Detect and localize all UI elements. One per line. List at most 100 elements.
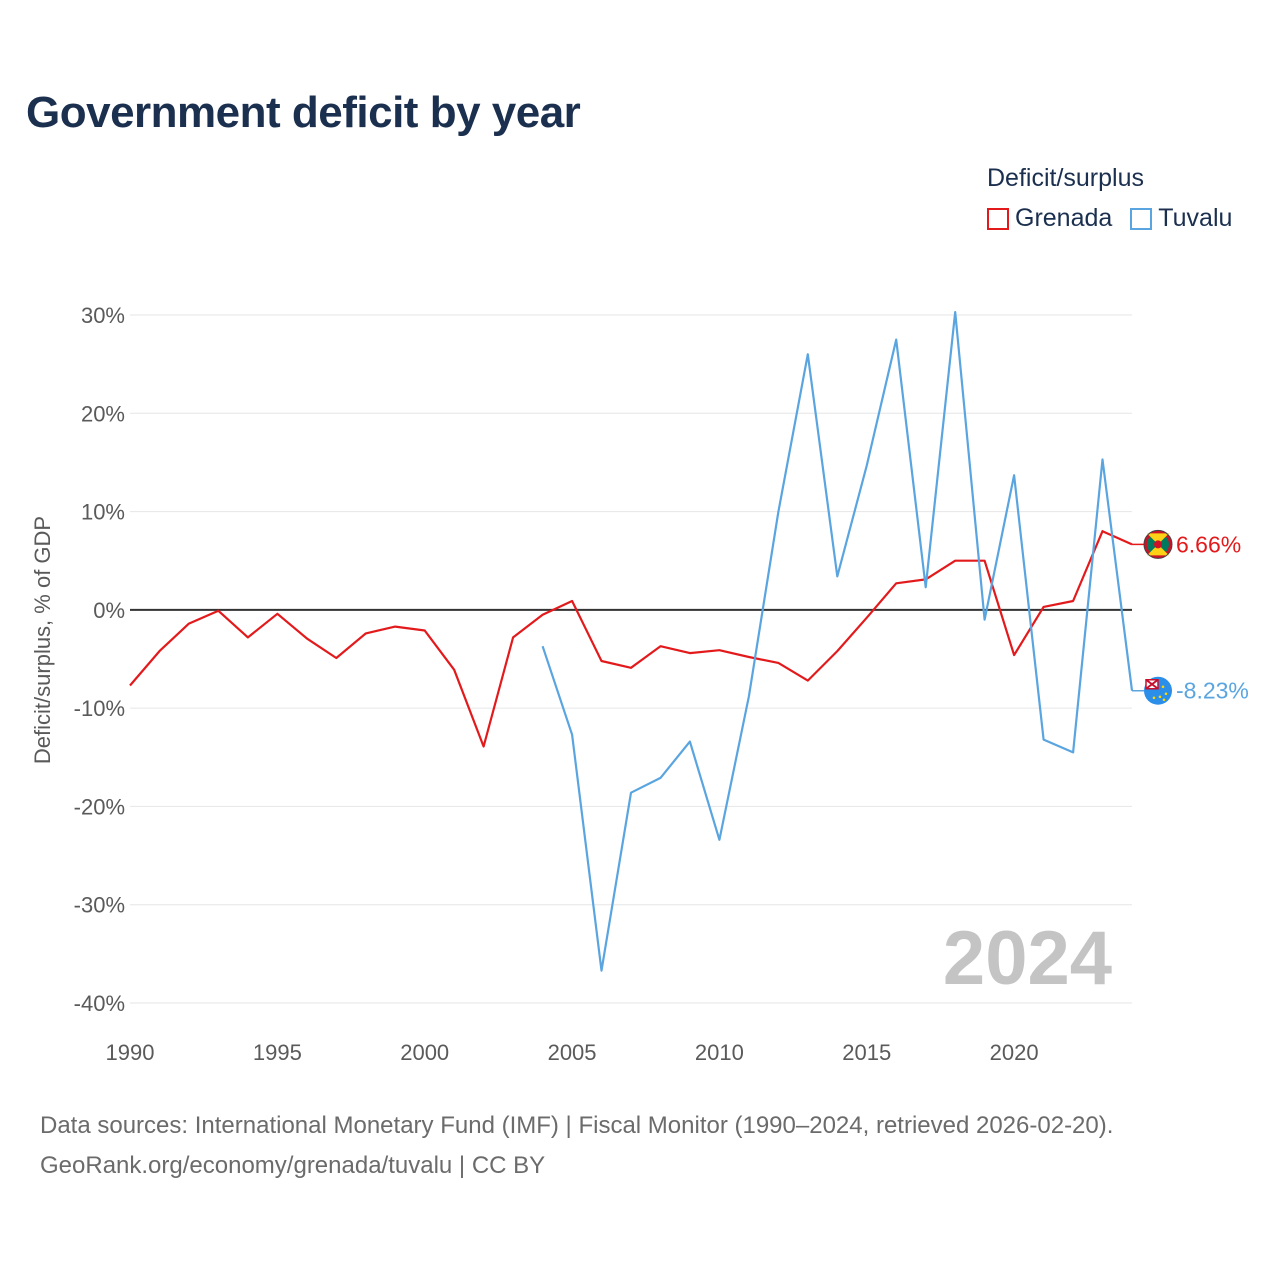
y-tick-label: -10% — [74, 696, 125, 721]
data-point-grenada — [128, 683, 133, 688]
x-axis: 1990 1995 2000 2005 2010 2015 2020 — [106, 1040, 1039, 1065]
data-point-grenada — [275, 611, 280, 616]
y-tick-label: 30% — [81, 303, 125, 328]
legend-swatch-tuvalu — [1130, 207, 1153, 230]
x-tick-label: 2005 — [548, 1040, 597, 1065]
year-watermark: 2024 — [943, 916, 1112, 1001]
data-point-grenada — [835, 649, 840, 654]
data-point-tuvalu — [599, 968, 604, 973]
data-point-tuvalu — [1071, 750, 1076, 755]
data-point-grenada — [629, 665, 634, 670]
data-point-grenada — [658, 644, 663, 649]
flag-star — [1152, 696, 1156, 700]
data-point-grenada — [982, 558, 987, 563]
x-tick-label: 1990 — [106, 1040, 155, 1065]
data-point-grenada — [245, 635, 250, 640]
data-point-tuvalu — [982, 617, 987, 622]
y-tick-label: -30% — [74, 893, 125, 918]
y-tick-label: 20% — [81, 401, 125, 426]
series-line-grenada — [129, 530, 1133, 748]
data-point-grenada — [1100, 529, 1105, 534]
x-tick-label: 2015 — [842, 1040, 891, 1065]
x-tick-label: 2000 — [400, 1040, 449, 1065]
legend: Grenada Tuvalu — [987, 204, 1244, 233]
data-point-tuvalu — [658, 775, 663, 780]
data-point-grenada — [157, 649, 162, 654]
data-point-grenada — [393, 624, 398, 629]
data-point-tuvalu — [1012, 473, 1017, 478]
legend-item-grenada[interactable]: Grenada — [987, 204, 1112, 233]
legend-swatch-grenada — [987, 207, 1009, 230]
data-point-grenada — [894, 581, 899, 586]
data-point-tuvalu — [805, 352, 810, 357]
data-point-tuvalu — [1041, 737, 1046, 742]
data-point-tuvalu — [864, 463, 869, 468]
data-point-grenada — [540, 612, 545, 617]
data-point-tuvalu — [540, 644, 545, 649]
data-point-grenada — [452, 667, 457, 672]
flag-center — [1154, 540, 1162, 549]
data-point-grenada — [481, 744, 486, 749]
x-tick-label: 2010 — [695, 1040, 744, 1065]
y-tick-label: 10% — [81, 500, 125, 525]
flag-star — [1161, 685, 1165, 689]
grid-lines — [130, 314, 1132, 1004]
footer-credit[interactable]: GeoRank.org/economy/grenada/tuvalu | CC … — [40, 1152, 546, 1179]
footer: Data sources: International Monetary Fun… — [40, 1106, 1113, 1186]
flag-outline — [1143, 529, 1173, 559]
y-tick-label: -40% — [74, 991, 125, 1016]
data-point-grenada — [570, 599, 575, 604]
tuvalu-flag-icon — [1144, 676, 1172, 705]
data-point-grenada — [953, 558, 958, 563]
flag-cross-b — [1145, 678, 1159, 690]
x-tick-label: 2020 — [990, 1040, 1039, 1065]
data-point-tuvalu — [953, 310, 958, 315]
end-label-grenada: 6.66% — [1176, 531, 1241, 557]
flag-star — [1162, 698, 1166, 702]
flag-canton-border — [1145, 678, 1159, 690]
data-point-grenada — [805, 678, 810, 683]
data-point-grenada — [1012, 653, 1017, 658]
data-point-grenada — [746, 655, 751, 660]
data-point-grenada — [186, 621, 191, 626]
x-tick-label: 1995 — [253, 1040, 302, 1065]
data-point-grenada — [422, 628, 427, 633]
end-markers: 6.66% -8.23% — [1132, 529, 1249, 705]
series-group — [128, 310, 1134, 973]
data-point-tuvalu — [894, 337, 899, 342]
data-point-grenada — [776, 660, 781, 665]
data-point-grenada — [363, 631, 368, 636]
data-point-tuvalu — [1100, 457, 1105, 462]
data-point-tuvalu — [776, 509, 781, 514]
data-point-tuvalu — [629, 790, 634, 795]
end-label-tuvalu: -8.23% — [1176, 678, 1249, 704]
chart-title: Government deficit by year — [26, 88, 581, 137]
data-point-grenada — [334, 656, 339, 661]
y-axis: 30% 20% 10% 0% -10% -20% -30% -40% — [74, 303, 125, 1016]
data-point-grenada — [511, 635, 516, 640]
y-tick-label: -20% — [74, 794, 125, 819]
y-axis-label: Deficit/surplus, % of GDP — [30, 516, 55, 764]
data-point-tuvalu — [746, 694, 751, 699]
data-point-grenada — [717, 648, 722, 653]
data-point-grenada — [304, 636, 309, 641]
y-tick-label: 0% — [93, 598, 125, 623]
data-point-grenada — [1041, 604, 1046, 609]
flag-star — [1158, 695, 1162, 699]
data-point-tuvalu — [923, 585, 928, 590]
footer-sources: Data sources: International Monetary Fun… — [40, 1112, 1114, 1139]
legend-title: Deficit/surplus — [987, 164, 1144, 192]
series-line-tuvalu — [541, 311, 1134, 972]
flag-triangle-top — [1147, 533, 1169, 545]
grenada-flag-icon — [1143, 529, 1173, 559]
data-point-tuvalu — [835, 574, 840, 579]
flag-star — [1164, 692, 1168, 696]
data-point-grenada — [864, 615, 869, 620]
legend-label-tuvalu: Tuvalu — [1158, 204, 1233, 232]
data-point-tuvalu — [717, 837, 722, 842]
legend-item-tuvalu[interactable]: Tuvalu — [1130, 204, 1232, 233]
flag-triangle-bottom — [1147, 544, 1169, 556]
data-point-grenada — [599, 658, 604, 663]
data-point-tuvalu — [687, 739, 692, 744]
